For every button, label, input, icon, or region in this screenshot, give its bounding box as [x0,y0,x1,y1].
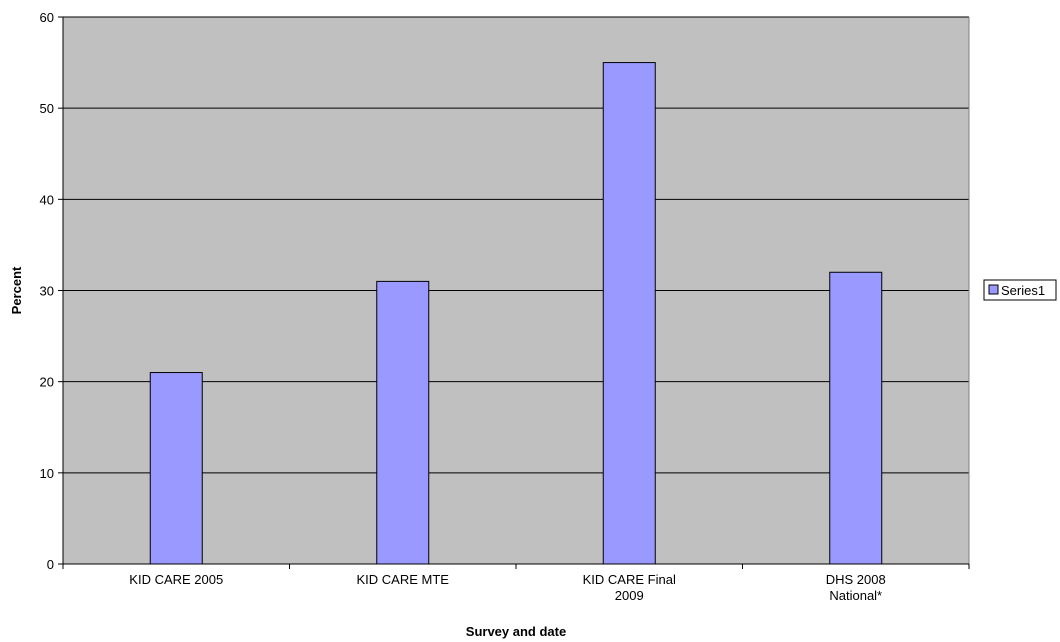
y-tick-label: 50 [40,101,54,116]
x-tick-label: KID CARE MTE [357,572,450,587]
bar [376,280,430,565]
y-tick-label: 0 [47,557,54,572]
y-axis: 0 10 20 30 40 50 60 [40,10,64,572]
bar [149,372,203,565]
legend-label: Series1 [1001,283,1045,298]
y-tick-label: 30 [40,284,54,299]
gridlines [63,16,970,564]
x-tick-label: DHS 2008 National* [826,572,886,603]
x-tick-label: KID CARE 2005 [129,572,223,587]
x-tick-label: KID CARE Final 2009 [583,572,676,603]
bar [602,62,656,565]
x-axis-title: Survey and date [466,624,566,639]
y-tick-label: 20 [40,375,54,390]
legend: Series1 [983,279,1057,301]
y-tick-label: 10 [40,466,54,481]
y-axis-title: Percent [9,266,24,314]
y-tick-label: 40 [40,192,54,207]
x-axis: KID CARE 2005 KID CARE MTE KID CARE Final 2… [62,563,970,603]
bar [829,271,883,565]
y-tick-label: 60 [40,10,54,25]
legend-box [983,279,1057,301]
legend-swatch [988,284,999,295]
